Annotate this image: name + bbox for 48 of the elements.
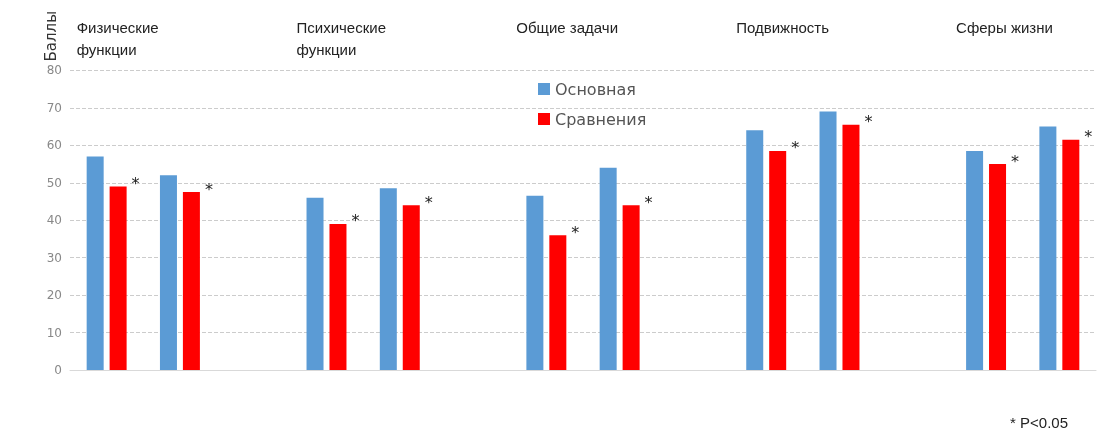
data-label: * [204, 179, 213, 199]
legend-label: Сравнения [555, 109, 647, 129]
bar [746, 130, 764, 370]
bar [159, 175, 177, 370]
bar [526, 195, 544, 370]
bar [989, 164, 1007, 370]
data-label: * [424, 192, 433, 212]
data-label: * [1011, 151, 1020, 171]
y-tick-label: 50 [46, 175, 62, 190]
data-label: * [131, 174, 140, 193]
bar [109, 186, 127, 370]
bar [182, 192, 200, 370]
bar [1039, 126, 1057, 370]
bar [1062, 139, 1080, 370]
legend-label: Основная [555, 79, 636, 99]
bar [306, 197, 324, 370]
bar [769, 150, 787, 370]
text: Общие задачи [516, 18, 619, 36]
y-tick-label: 60 [46, 138, 62, 153]
bar [622, 205, 640, 370]
data-label: * [864, 112, 873, 132]
y-tick-label: 30 [46, 250, 62, 265]
y-tick-label: 0 [54, 363, 62, 377]
data-label: * [1084, 127, 1093, 147]
text: Сферы жизни [956, 18, 1053, 36]
y-tick-label: 20 [46, 288, 62, 303]
text: Физические функции [76, 18, 159, 58]
text: Подвижность [736, 18, 830, 36]
bar [819, 111, 837, 370]
data-label: * [644, 192, 653, 212]
bar [599, 167, 617, 370]
bar [86, 156, 104, 370]
data-label: * [571, 222, 580, 242]
y-tick-label: 40 [46, 213, 62, 228]
y-tick-label: 10 [46, 325, 62, 340]
y-tick-label: 70 [46, 100, 62, 115]
bar [842, 124, 860, 370]
bar [549, 235, 567, 370]
y-axis-title: Баллы [41, 11, 60, 62]
text: Психические функции [296, 18, 386, 58]
y-tick-label: 80 [46, 63, 62, 78]
bar [379, 188, 397, 370]
bar [966, 150, 984, 370]
text: * P<0.05 [1010, 414, 1068, 431]
data-label: * [791, 138, 800, 158]
bar [329, 223, 347, 370]
bar [402, 205, 420, 370]
data-label: * [351, 211, 360, 231]
